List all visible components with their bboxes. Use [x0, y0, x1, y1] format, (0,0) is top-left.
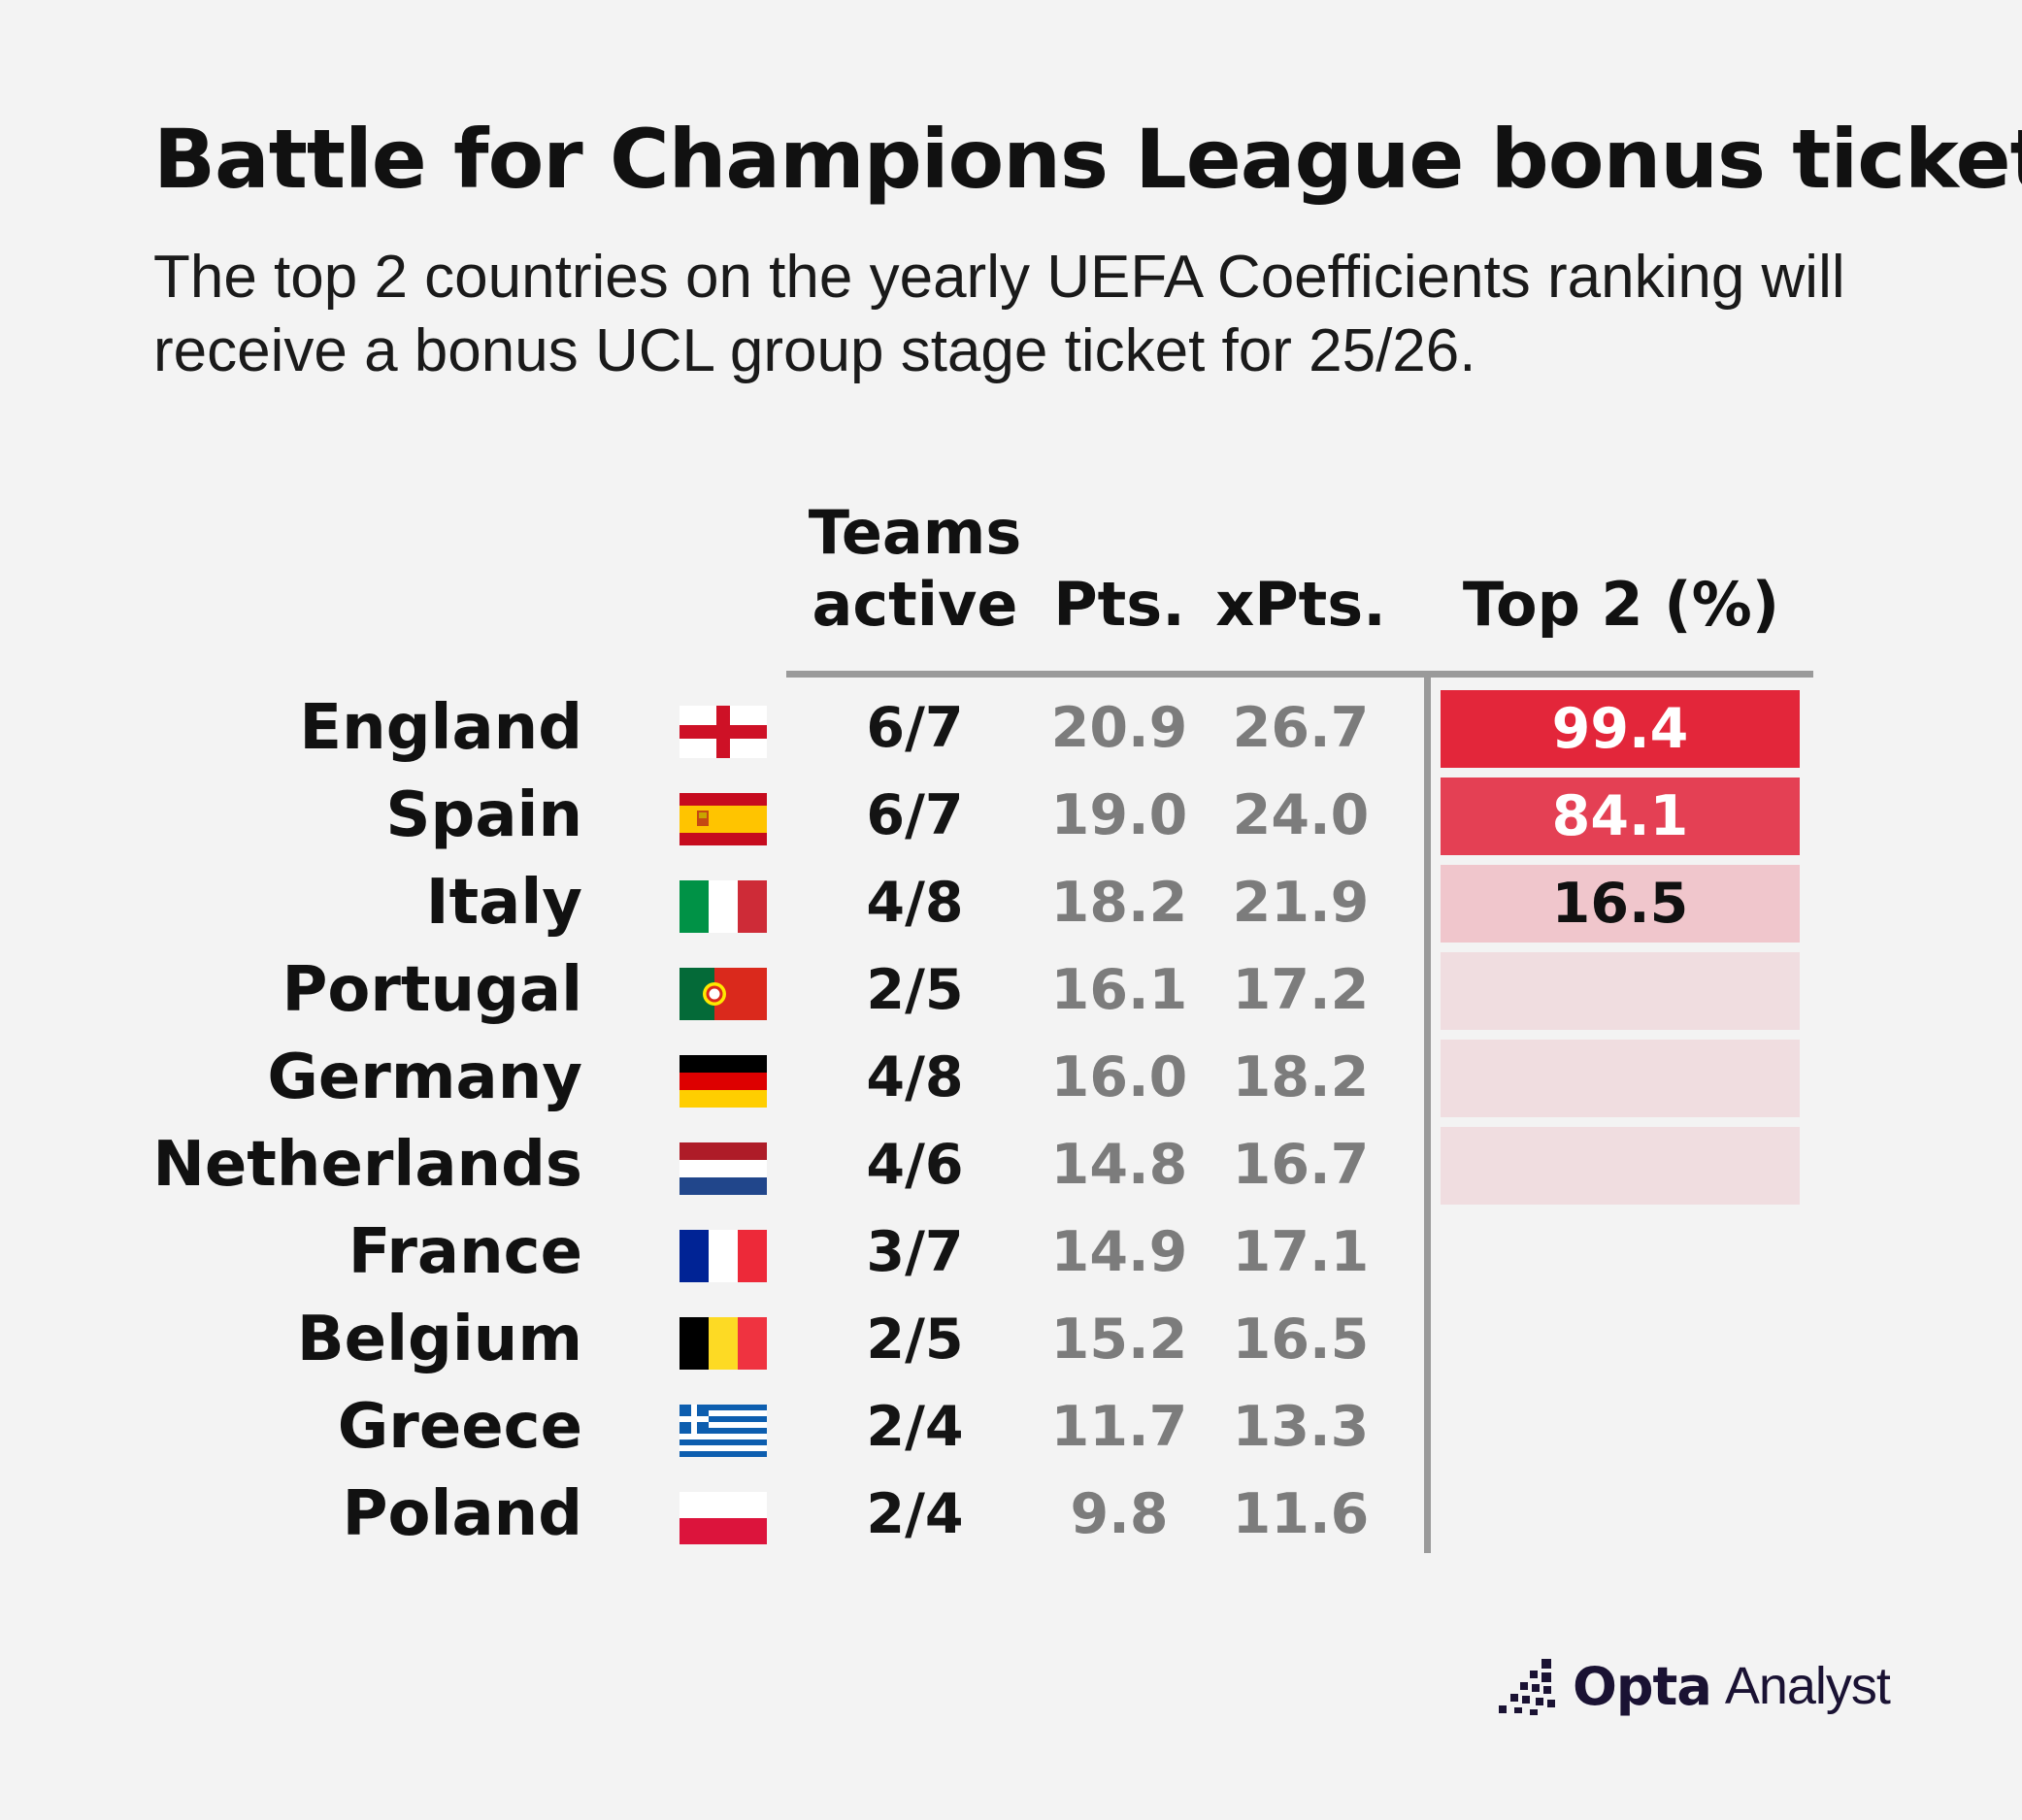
- top2-pct-cell: [1441, 952, 1800, 1030]
- xpts-cell: 26.7: [1232, 696, 1370, 760]
- pts-cell: 19.0: [1050, 783, 1188, 847]
- country-name: Netherlands: [152, 1129, 582, 1201]
- pts-cell: 16.1: [1050, 958, 1188, 1022]
- teams-active-cell: 6/7: [866, 696, 964, 760]
- xpts-cell: 17.2: [1232, 958, 1370, 1022]
- pts-cell: 9.8: [1070, 1482, 1169, 1546]
- table-row: Belgium 2/5 15.2 16.5: [0, 1296, 2022, 1383]
- xpts-cell: 11.6: [1232, 1482, 1370, 1546]
- table-row: Poland 2/4 9.8 11.6: [0, 1471, 2022, 1558]
- england-flag-icon: [680, 706, 767, 758]
- top2-pct-cell: 99.4: [1441, 690, 1800, 768]
- logo-brand-text: Opta: [1573, 1655, 1712, 1717]
- top2-pct-cell: 84.1: [1441, 778, 1800, 855]
- header-xpts: xPts.: [1215, 569, 1386, 640]
- belgium-flag-icon: [680, 1317, 767, 1370]
- teams-active-cell: 2/5: [866, 1307, 964, 1372]
- country-name: Belgium: [296, 1304, 582, 1375]
- xpts-cell: 16.7: [1232, 1133, 1370, 1197]
- table-row: France 3/7 14.9 17.1: [0, 1208, 2022, 1296]
- xpts-cell: 13.3: [1232, 1395, 1370, 1459]
- header-pts: Pts.: [1053, 569, 1185, 640]
- top2-pct-cell: [1441, 1040, 1800, 1117]
- pts-cell: 11.7: [1050, 1395, 1188, 1459]
- top2-pct-cell: [1441, 1127, 1800, 1205]
- pts-cell: 15.2: [1050, 1307, 1188, 1372]
- xpts-cell: 24.0: [1232, 783, 1370, 847]
- country-name: Greece: [337, 1391, 582, 1463]
- teams-active-cell: 2/4: [866, 1395, 964, 1459]
- header-teams-line2: active: [812, 569, 1018, 640]
- country-name: Germany: [267, 1042, 582, 1113]
- teams-active-cell: 4/6: [866, 1133, 964, 1197]
- xpts-cell: 16.5: [1232, 1307, 1370, 1372]
- xpts-cell: 21.9: [1232, 871, 1370, 935]
- xpts-cell: 18.2: [1232, 1045, 1370, 1109]
- header-teams-line1: Teams: [808, 497, 1022, 568]
- greece-flag-icon: [680, 1405, 767, 1457]
- spain-flag-icon: [680, 793, 767, 845]
- table-row: Greece 2/4 11.7 13.3: [0, 1383, 2022, 1471]
- table-row: Italy 4/8 18.2 21.9 16.5: [0, 859, 2022, 946]
- opta-analyst-logo: Opta Analyst: [1493, 1652, 1891, 1720]
- pts-cell: 18.2: [1050, 871, 1188, 935]
- pts-cell: 14.9: [1050, 1220, 1188, 1284]
- header-divider-line: [786, 671, 1813, 678]
- teams-active-cell: 2/5: [866, 958, 964, 1022]
- top2-pct-cell: 16.5: [1441, 865, 1800, 943]
- column-divider-line: [1424, 674, 1431, 1553]
- netherlands-flag-icon: [680, 1142, 767, 1195]
- poland-flag-icon: [680, 1492, 767, 1544]
- pts-cell: 16.0: [1050, 1045, 1188, 1109]
- country-name: England: [299, 692, 582, 764]
- logo-product-text: Analyst: [1724, 1657, 1891, 1715]
- chart-subtitle: The top 2 countries on the yearly UEFA C…: [153, 244, 1845, 384]
- header-top2-pct: Top 2 (%): [1462, 569, 1780, 640]
- table-row: Portugal 2/5 16.1 17.2: [0, 946, 2022, 1034]
- germany-flag-icon: [680, 1055, 767, 1108]
- teams-active-cell: 2/4: [866, 1482, 964, 1546]
- country-name: Poland: [342, 1478, 582, 1550]
- pts-cell: 14.8: [1050, 1133, 1188, 1197]
- teams-active-cell: 4/8: [866, 871, 964, 935]
- portugal-flag-icon: [680, 968, 767, 1020]
- teams-active-cell: 3/7: [866, 1220, 964, 1284]
- country-name: France: [348, 1216, 582, 1288]
- table-row: England 6/7 20.9 26.7 99.4: [0, 684, 2022, 772]
- country-name: Italy: [425, 867, 582, 939]
- xpts-cell: 17.1: [1232, 1220, 1370, 1284]
- country-name: Spain: [385, 779, 582, 851]
- chart-title: Battle for Champions League bonus ticket: [153, 112, 2022, 207]
- table-row: Spain 6/7 19.0 24.0 84.1: [0, 772, 2022, 859]
- country-name: Portugal: [282, 954, 582, 1026]
- table-row: Germany 4/8 16.0 18.2: [0, 1034, 2022, 1121]
- header-teams-active: Teams active: [796, 497, 1034, 641]
- italy-flag-icon: [680, 880, 767, 933]
- france-flag-icon: [680, 1230, 767, 1282]
- table-row: Netherlands 4/6 14.8 16.7: [0, 1121, 2022, 1208]
- opta-logo-icon: [1499, 1659, 1555, 1715]
- pts-cell: 20.9: [1050, 696, 1188, 760]
- teams-active-cell: 6/7: [866, 783, 964, 847]
- teams-active-cell: 4/8: [866, 1045, 964, 1109]
